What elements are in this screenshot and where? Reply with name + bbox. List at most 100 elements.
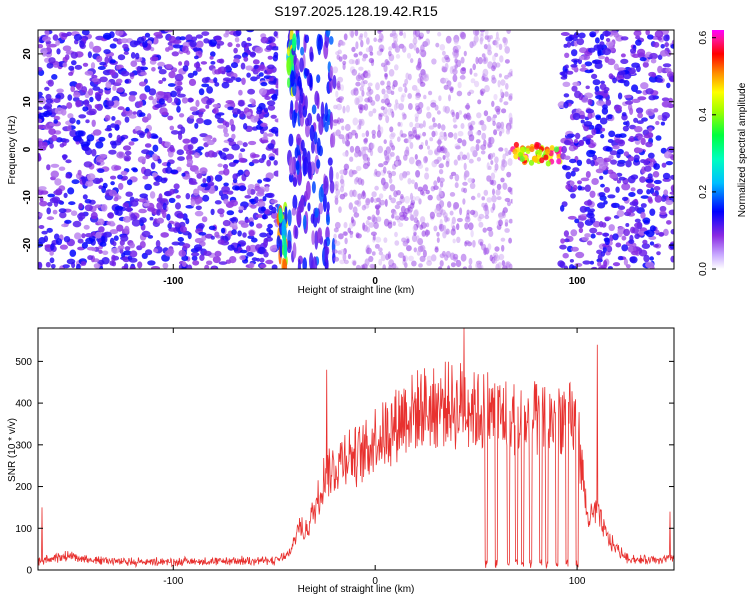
heatmap-cell: [402, 211, 408, 218]
heatmap-cell: [475, 139, 481, 144]
heatmap-cell: [425, 38, 431, 46]
heatmap-cell: [592, 79, 601, 86]
heatmap-cell: [564, 52, 570, 58]
heatmap-cell: [571, 85, 578, 92]
heatmap-cell: [294, 99, 299, 114]
heatmap-cell: [613, 63, 620, 71]
heatmap-cell: [167, 83, 176, 87]
heatmap-cell: [571, 265, 577, 269]
heatmap-cell: [668, 209, 674, 216]
heatmap-cell: [496, 183, 502, 191]
heatmap-cell: [307, 162, 312, 180]
heatmap-cell: [125, 106, 130, 112]
heatmap-cell: [441, 65, 445, 72]
heatmap-cell: [489, 35, 493, 40]
heatmap-cell: [664, 42, 669, 48]
heatmap-cell: [519, 156, 525, 162]
heatmap-cell: [634, 233, 640, 240]
heatmap-cell: [425, 222, 430, 228]
heatmap-cell: [600, 134, 605, 139]
heatmap-cell: [498, 253, 505, 261]
heatmap-cell: [245, 65, 253, 71]
heatmap-cell: [501, 159, 508, 168]
heatmap-x-tick-label: 100: [569, 276, 586, 287]
heatmap-cell: [356, 125, 361, 130]
heatmap-cell: [442, 50, 446, 56]
heatmap-cell: [365, 72, 371, 79]
heatmap-cell: [168, 71, 176, 79]
heatmap-cell: [328, 36, 334, 45]
heatmap-cell: [384, 198, 388, 207]
heatmap-cell: [608, 130, 616, 138]
heatmap-cell: [416, 219, 420, 228]
heatmap-cell: [49, 142, 54, 149]
heatmap-cell: [497, 262, 502, 269]
heatmap-cell: [455, 45, 461, 50]
heatmap-cell: [150, 162, 156, 170]
heatmap-cell: [641, 243, 651, 250]
heatmap-cell: [468, 222, 474, 231]
heatmap-cell: [198, 113, 203, 118]
heatmap-cell: [203, 119, 212, 126]
heatmap-cell: [621, 235, 627, 241]
heatmap-cell: [405, 72, 410, 80]
heatmap-cell: [270, 46, 280, 51]
heatmap-cell: [469, 68, 473, 75]
heatmap-cell: [329, 180, 335, 194]
heatmap-cell: [628, 192, 636, 197]
heatmap-cell: [613, 32, 620, 38]
heatmap-cell: [598, 192, 606, 197]
heatmap-cell: [508, 218, 513, 224]
heatmap-cell: [139, 132, 145, 138]
heatmap-cell: [124, 225, 130, 234]
heatmap-cell: [161, 111, 169, 116]
heatmap-cell: [149, 56, 159, 62]
heatmap-cell: [182, 138, 191, 144]
heatmap-cell: [586, 149, 596, 158]
heatmap-cell: [661, 100, 671, 108]
heatmap-cell: [172, 44, 182, 49]
heatmap-cell: [609, 173, 618, 179]
heatmap-cell: [129, 72, 135, 77]
heatmap-cell: [345, 104, 350, 113]
heatmap-cell: [359, 107, 363, 114]
heatmap-cell: [378, 251, 384, 256]
heatmap-cell: [260, 82, 268, 87]
heatmap-cell: [363, 31, 368, 39]
heatmap-cell: [420, 44, 425, 53]
heatmap-cell: [212, 107, 219, 115]
heatmap-cell: [74, 232, 82, 240]
heatmap-cell: [633, 117, 639, 123]
heatmap-cell: [459, 151, 464, 157]
heatmap-cell: [253, 196, 259, 204]
heatmap-cell: [645, 30, 650, 36]
heatmap-cell: [444, 62, 449, 70]
heatmap-cell: [176, 105, 181, 113]
heatmap-cell: [589, 260, 595, 265]
heatmap-cell: [38, 118, 42, 123]
heatmap-cell: [565, 36, 573, 42]
heatmap-cell: [202, 177, 207, 184]
heatmap-cell: [56, 48, 61, 55]
heatmap-cell: [415, 95, 421, 101]
heatmap-cell: [67, 125, 72, 132]
heatmap-cell: [129, 91, 138, 96]
heatmap-cell: [572, 167, 580, 172]
heatmap-cell: [463, 50, 467, 57]
heatmap-cell: [442, 224, 447, 232]
heatmap-cell: [362, 80, 368, 85]
heatmap-cell: [640, 211, 646, 219]
heatmap-cell: [200, 183, 208, 188]
heatmap-cell: [539, 157, 545, 164]
heatmap-cell: [122, 202, 130, 208]
heatmap-cell: [585, 108, 595, 114]
heatmap-cell: [179, 36, 186, 41]
heatmap-cell: [38, 124, 45, 130]
heatmap-cell: [610, 159, 618, 165]
heatmap-cell: [566, 133, 576, 138]
heatmap-cell: [171, 241, 181, 246]
heatmap-cell: [318, 186, 324, 203]
heatmap-cell: [41, 230, 48, 235]
heatmap-cell: [627, 156, 635, 162]
heatmap-cell: [620, 36, 629, 41]
